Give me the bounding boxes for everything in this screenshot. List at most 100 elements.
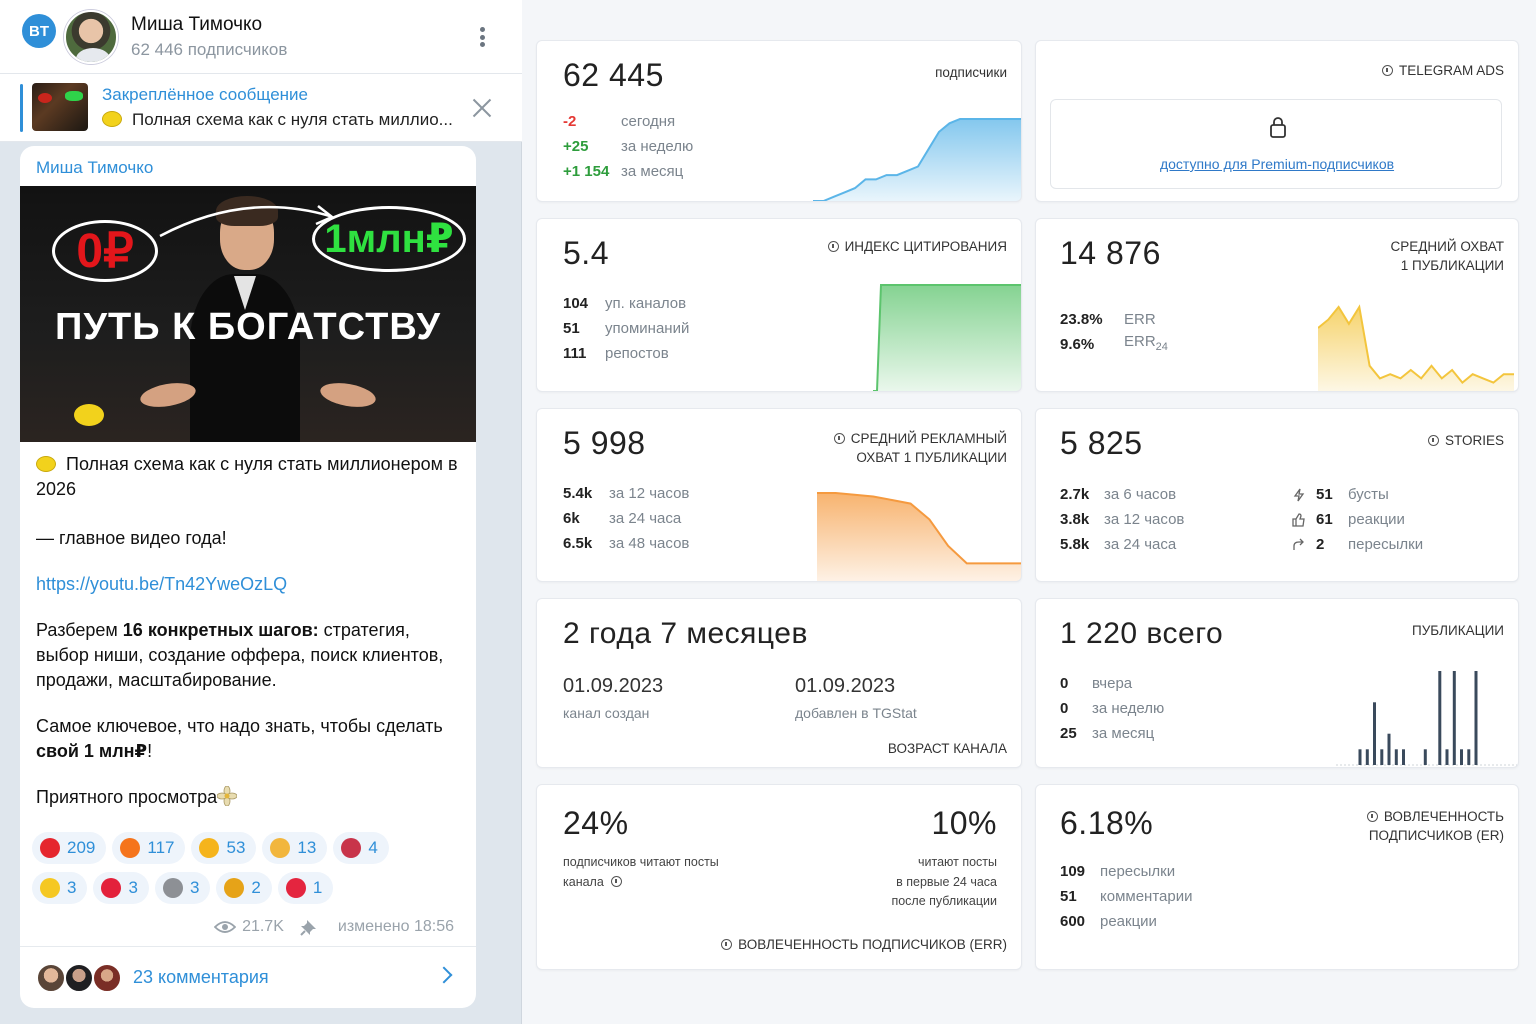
- post-meta: 21.7K изменено 18:56: [214, 918, 454, 936]
- stat-row: 2 пересылки: [1292, 532, 1423, 557]
- stat-row: 5.4k за 12 часов: [563, 481, 689, 506]
- app-badge[interactable]: BT: [22, 14, 56, 48]
- channel-name[interactable]: Миша Тимочко: [131, 14, 263, 35]
- views-icon: [214, 921, 237, 933]
- reaction-count: 13: [297, 838, 317, 857]
- stories-label: STORIES: [1427, 431, 1504, 450]
- stat-value: 6k: [563, 510, 580, 527]
- avatar: [92, 963, 122, 993]
- reaction-star-struck[interactable]: 3: [32, 872, 88, 904]
- post-link[interactable]: https://youtu.be/Tn42YweOzLQ: [36, 574, 288, 594]
- publications-card[interactable]: 1 220 всего ПУБЛИКАЦИИ 0 вчера 0 за неделю 2…: [1035, 598, 1519, 768]
- pinned-title: Закреплённое сообщение: [102, 85, 308, 104]
- pinned-indicator: [20, 84, 23, 132]
- stat-label: за месяц: [621, 163, 684, 180]
- stat-row: 23.8% ERR: [1060, 307, 1168, 332]
- right-hand: [318, 379, 378, 411]
- telegram-panel: BT Миша Тимочко 62 446 подписчиков Закре…: [0, 0, 522, 1024]
- thumbs-up-icon: [270, 838, 291, 858]
- publications-value: 1 220 всего: [1060, 617, 1224, 650]
- reaction-count: 117: [147, 838, 175, 857]
- close-icon[interactable]: [470, 96, 494, 120]
- comments-link[interactable]: 23 комментария: [133, 967, 269, 987]
- party-icon: [341, 838, 362, 858]
- chart-bar: [1445, 749, 1449, 765]
- fire-icon: [120, 838, 141, 858]
- post-image[interactable]: 0₽ 1млн₽ ПУТЬ К БОГАТСТВУ: [20, 186, 476, 442]
- lemon-icon: [36, 456, 56, 472]
- reactions: 209 117 53 13 4 3 3 3 2 1: [32, 832, 472, 912]
- reaction-fire[interactable]: 117: [112, 832, 186, 864]
- chart-bar: [1380, 749, 1384, 765]
- channel-avatar[interactable]: [64, 10, 118, 64]
- reaction-hundred[interactable]: 3: [93, 872, 149, 904]
- post-paragraph-1: Разберем 16 конкретных шагов: стратегия,…: [36, 620, 444, 690]
- stat-label: за 12 часов: [1104, 511, 1185, 528]
- flower-icon: [217, 786, 238, 806]
- stat-row: 0 вчера: [1060, 671, 1164, 696]
- channel-age-value: 2 года 7 месяцев: [563, 617, 808, 650]
- premium-link[interactable]: доступно для Premium-подписчиков: [1159, 156, 1395, 172]
- info-icon[interactable]: [611, 875, 623, 887]
- reaction-thumbs-up[interactable]: 13: [262, 832, 328, 864]
- subscribers-chart: [813, 118, 1021, 201]
- stat-label: за неделю: [1092, 699, 1165, 717]
- reaction-heart[interactable]: 209: [32, 832, 107, 864]
- premium-box[interactable]: доступно для Premium-подписчиков: [1050, 99, 1502, 189]
- channel-age-label: ВОЗРАСТ КАНАЛА: [887, 741, 1007, 756]
- reaction-moai[interactable]: 3: [154, 872, 211, 904]
- post-text: Полная схема как с нуля стать миллионеро…: [36, 452, 466, 831]
- pinned-message[interactable]: Закреплённое сообщение Полная схема как …: [0, 74, 522, 142]
- comments-bar[interactable]: 23 комментария: [20, 946, 476, 1008]
- stat-label: вчера: [1092, 674, 1133, 692]
- star-struck-icon: [40, 878, 60, 898]
- publications-stats: 0 вчера 0 за неделю 25 за месяц: [1060, 671, 1164, 746]
- views-count: 21.7K: [242, 918, 284, 935]
- ad-reach-value: 5 998: [563, 425, 646, 461]
- channel-post: Миша Тимочко 0₽ 1млн₽ ПУТЬ К БОГАТСТВУ П…: [20, 146, 476, 1008]
- citation-card[interactable]: 5.4 ИНДЕКС ЦИТИРОВАНИЯ 104 уп. каналов 51 у…: [536, 218, 1022, 392]
- reaction-count: 1: [312, 878, 323, 897]
- reach-card[interactable]: 14 876 СРЕДНИЙ ОХВАТ 1 ПУБЛИКАЦИИ 23.8% ER…: [1035, 218, 1519, 392]
- stat-label: уп. каналов: [605, 295, 687, 312]
- stat-value: 2.7k: [1060, 486, 1090, 503]
- subscribers-card[interactable]: 62 445 подписчики -2 сегодня +25 за неделю +…: [536, 40, 1022, 202]
- chart-area: [813, 119, 1021, 201]
- post-author[interactable]: Миша Тимочко: [36, 158, 154, 177]
- stat-row: 51 комментарии: [1060, 884, 1192, 909]
- reaction-lightning[interactable]: 53: [191, 832, 257, 864]
- stat-row: -2 сегодня: [563, 109, 693, 134]
- stat-label: реакции: [1348, 511, 1405, 528]
- reaction-kiss[interactable]: 1: [277, 872, 334, 904]
- chart-bar: [1474, 671, 1478, 765]
- stat-label: ERR: [1124, 310, 1156, 328]
- stat-label: реакции: [1100, 912, 1157, 930]
- commenter-avatars: [36, 963, 126, 993]
- edited-time: изменено 18:56: [337, 918, 454, 935]
- stat-value: 3.8k: [1060, 511, 1090, 528]
- boost-icon: [1293, 488, 1305, 501]
- chevron-right-icon[interactable]: [435, 966, 453, 984]
- reaction-count: 3: [128, 878, 138, 897]
- post-tagline: — главное видео года!: [36, 528, 227, 548]
- channel-age-card: 2 года 7 месяцев 01.09.2023 канал создан…: [536, 598, 1022, 768]
- reaction-trophy[interactable]: 2: [216, 872, 272, 904]
- post-heading: Полная схема как с нуля стать миллионеро…: [36, 454, 458, 499]
- stat-value: 111: [563, 345, 587, 362]
- chart-bar: [1394, 749, 1398, 765]
- ad-reach-card[interactable]: 5 998 СРЕДНИЙ РЕКЛАМНЫЙ ОХВАТ 1 ПУБЛИКАЦИ…: [536, 408, 1022, 582]
- read-rate-card[interactable]: 24% подписчиков читают посты канала 10% ч…: [536, 784, 1022, 970]
- subscriber-count: 62 446 подписчиков: [131, 40, 288, 59]
- stat-value: 600: [1060, 912, 1086, 930]
- stat-value: 2: [1316, 536, 1325, 553]
- reaction-party[interactable]: 4: [333, 832, 389, 864]
- stat-value: -2: [563, 113, 577, 130]
- more-options-icon[interactable]: [470, 22, 494, 52]
- telegram-ads-card: TELEGRAM ADS доступно для Premium-подпис…: [1035, 40, 1519, 202]
- stat-value: 9.6%: [1060, 335, 1095, 353]
- info-icon: [1427, 435, 1439, 446]
- stories-card[interactable]: 5 825 STORIES 2.7k за 6 часов 3.8k за 12 ча…: [1035, 408, 1519, 582]
- er-card[interactable]: 6.18% ВОВЛЕЧЕННОСТЬ ПОДПИСЧИКОВ (ER) 109 п…: [1035, 784, 1519, 970]
- publications-chart: [1336, 671, 1518, 766]
- stat-label: сегодня: [621, 113, 676, 130]
